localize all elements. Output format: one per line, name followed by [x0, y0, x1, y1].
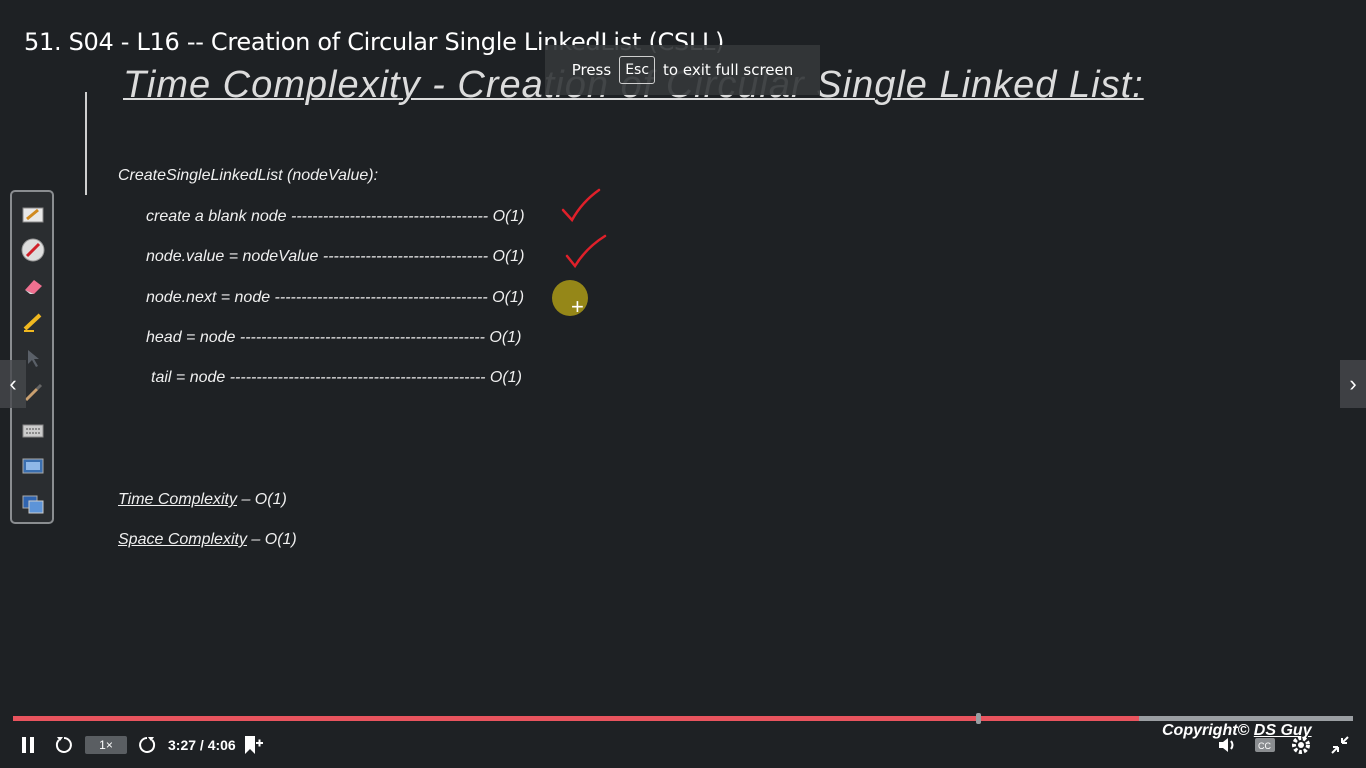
code-line-node-value: node.value = nodeValue -----------------…	[146, 248, 525, 265]
video-progress-fill	[13, 716, 1139, 721]
bookmark-add-icon	[245, 736, 263, 754]
slide-divider	[85, 92, 87, 195]
previous-lecture-button[interactable]: ‹	[0, 360, 26, 408]
eraser-icon[interactable]	[21, 274, 45, 298]
arrow-pointer-icon[interactable]	[21, 346, 45, 370]
svg-text:CC: CC	[1258, 741, 1271, 751]
space-complexity-label: Space Complexity	[118, 531, 247, 548]
volume-button[interactable]	[1216, 735, 1240, 755]
laser-pointer-cursor	[552, 280, 588, 316]
pause-button[interactable]	[18, 735, 38, 755]
code-line-head: head = node ----------------------------…	[146, 329, 522, 346]
add-bookmark-button[interactable]	[241, 734, 265, 756]
rewind-icon	[55, 737, 72, 753]
copyright-prefix: Copyright©	[1162, 722, 1250, 739]
progress-marker	[976, 713, 981, 724]
captions-button[interactable]: CC	[1253, 735, 1277, 755]
gear-icon	[1292, 736, 1310, 754]
pause-icon	[22, 737, 34, 753]
time-complexity-value: – O(1)	[237, 491, 287, 508]
chevron-right-icon: ›	[1349, 371, 1357, 396]
copyright-author: DS Guy	[1253, 722, 1312, 739]
forward-button[interactable]	[136, 735, 158, 755]
playback-time: 3:27 / 4:06	[168, 737, 236, 753]
brush-icon[interactable]	[21, 381, 45, 405]
rewind-button[interactable]	[53, 735, 75, 755]
banner-prefix: Press	[571, 61, 612, 79]
pen-tool-icon[interactable]	[21, 203, 45, 227]
chevron-left-icon: ‹	[9, 371, 17, 396]
space-complexity-value: – O(1)	[246, 531, 297, 548]
keyboard-icon[interactable]	[21, 419, 45, 443]
whiteboard-icon[interactable]	[21, 492, 45, 516]
code-line-tail: tail = node ----------------------------…	[151, 369, 522, 386]
forward-icon	[139, 737, 156, 753]
player-controls: 1× 3:27 / 4:06 CC	[0, 728, 1366, 762]
checkmark-annotation-icon	[561, 188, 601, 223]
function-header: CreateSingleLinkedList (nodeValue):	[118, 167, 379, 184]
exit-fullscreen-icon	[1331, 736, 1349, 754]
settings-button[interactable]	[1289, 733, 1313, 757]
fullscreen-banner: Press Esc to exit full screen	[545, 45, 820, 95]
screen-capture-icon[interactable]	[21, 455, 45, 479]
crosshair-cursor-icon: +	[571, 294, 584, 319]
highlighter-icon[interactable]	[21, 310, 45, 334]
video-progress-bar[interactable]	[13, 713, 1353, 724]
code-line-node-next: node.next = node -----------------------…	[146, 289, 525, 306]
volume-icon	[1219, 738, 1234, 752]
copyright-watermark: Copyright© DS Guy	[1162, 722, 1312, 740]
time-complexity-label: Time Complexity	[118, 491, 237, 508]
code-line-blank-node: create a blank node --------------------…	[146, 208, 525, 225]
space-complexity-summary: Space Complexity – O(1)	[118, 531, 297, 549]
annotation-toolbar	[10, 190, 54, 524]
time-complexity-summary: Time Complexity – O(1)	[118, 491, 287, 509]
captions-icon: CC	[1255, 738, 1275, 752]
laser-pointer-icon[interactable]	[21, 238, 45, 262]
next-lecture-button[interactable]: ›	[1340, 360, 1366, 408]
checkmark-annotation-icon	[565, 234, 607, 269]
exit-fullscreen-button[interactable]	[1328, 733, 1352, 757]
playback-speed-button[interactable]: 1×	[85, 736, 127, 754]
esc-key-badge: Esc	[619, 56, 656, 84]
banner-suffix: to exit full screen	[663, 61, 794, 79]
